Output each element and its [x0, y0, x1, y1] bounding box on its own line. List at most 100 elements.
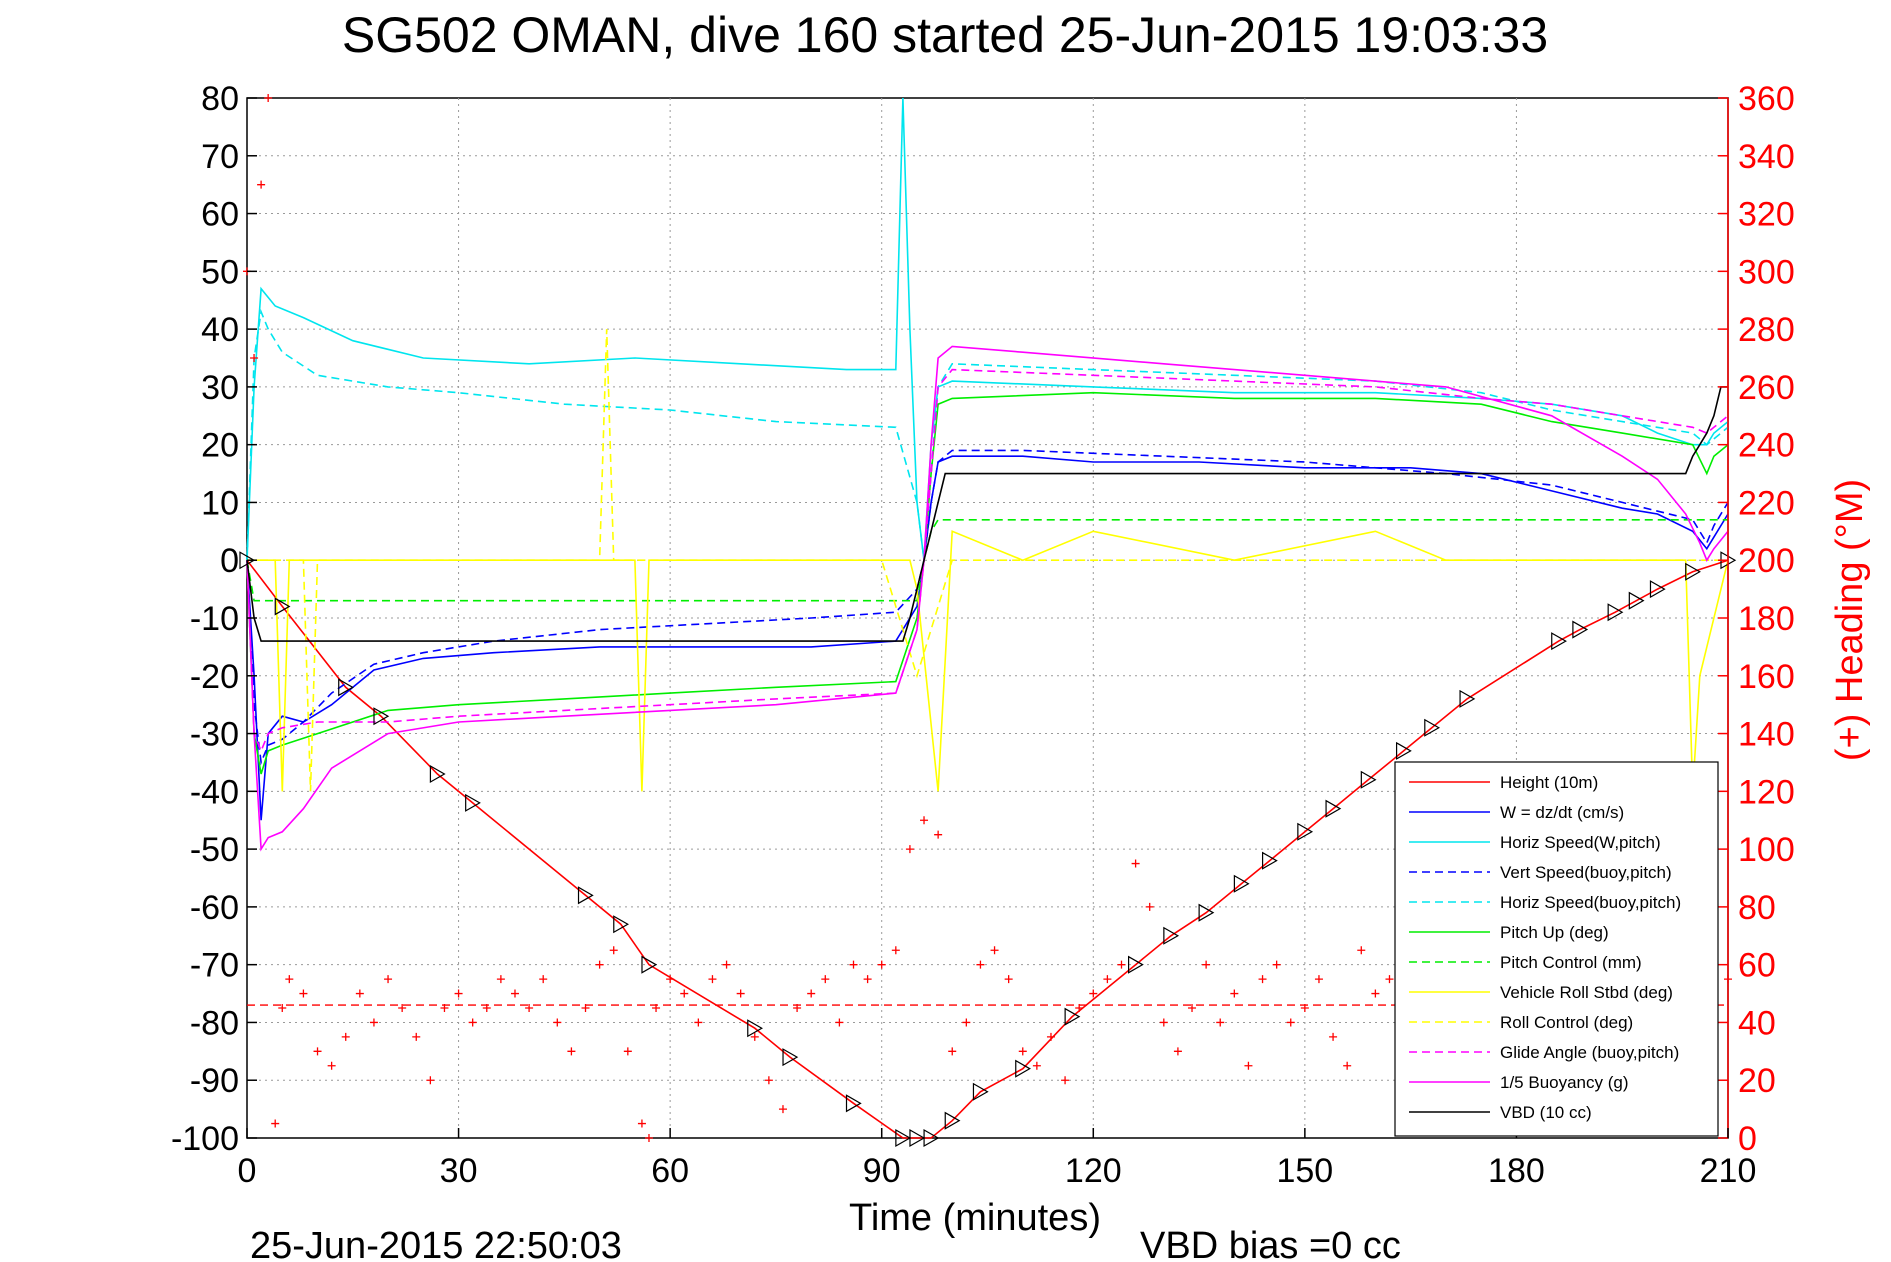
height-marker: [373, 707, 390, 726]
height-marker: [1551, 632, 1567, 651]
height-marker: [909, 1128, 926, 1148]
heading-point: [750, 1032, 759, 1041]
y2-tick-label: 340: [1738, 138, 1795, 176]
heading-point: [1061, 1076, 1070, 1085]
y-axis-left: 80 70 60 50 40 30 20 10 0 -10 -20 -30 -40 -50 -60 -70 -8…: [171, 80, 257, 1158]
series-line: [246, 345, 1729, 852]
height-marker: [1198, 903, 1215, 922]
heading-point: [257, 180, 266, 189]
heading-point: [1046, 1032, 1055, 1041]
heading-point: [539, 975, 548, 984]
x-tick-label: 120: [1065, 1152, 1122, 1190]
heading-point: [278, 1004, 287, 1012]
x-axis: 0 30 60 90 120 150 180 210: [238, 1128, 1757, 1190]
x-axis-label: Time (minutes): [849, 1197, 1101, 1239]
y-tick-label: -90: [190, 1062, 239, 1100]
legend-label: Vehicle Roll Stbd (deg): [1500, 983, 1673, 1002]
heading-point: [722, 960, 731, 969]
heading-point: [652, 1004, 661, 1012]
height-marker: [1395, 741, 1412, 760]
x-tick-label: 180: [1488, 1152, 1545, 1190]
y-axis-right: 3603403203002802602402202001801601401201…: [1718, 80, 1795, 1158]
height-marker: [577, 886, 594, 905]
y-tick-label: -70: [190, 947, 239, 985]
y-tick-label: -50: [190, 831, 239, 869]
series-line: [246, 97, 1729, 561]
heading-point: [454, 989, 463, 998]
height-marker: [782, 1048, 799, 1067]
legend-label: VBD (10 cc): [1500, 1103, 1592, 1122]
marker-layer: [239, 551, 1737, 1148]
heading-point: [680, 989, 689, 998]
heading-point: [250, 354, 259, 362]
height-marker: [1459, 689, 1476, 708]
heading-point: [1371, 989, 1380, 998]
series-line: [247, 329, 1728, 792]
height-marker: [1064, 1007, 1081, 1026]
heading-point: [1145, 902, 1154, 911]
heading-point: [581, 1004, 590, 1012]
height-marker: [1262, 851, 1278, 870]
x-tick-label: 210: [1700, 1152, 1757, 1190]
heading-point: [313, 1047, 322, 1056]
heading-point: [1131, 859, 1140, 868]
heading-point: [778, 1105, 787, 1114]
height-marker: [641, 955, 658, 974]
legend-label: 1/5 Buoyancy (g): [1500, 1073, 1629, 1092]
grid-lines: [247, 98, 1728, 1138]
heading-point: [567, 1047, 576, 1056]
heading-point: [1159, 1018, 1168, 1027]
heading-point: [525, 1004, 534, 1012]
heading-point: [285, 975, 294, 984]
x-tick-label: 90: [863, 1152, 901, 1190]
height-marker: [1607, 603, 1624, 622]
heading-point: [1103, 975, 1112, 984]
y2-axis-label: (+) Heading (°M): [1829, 479, 1871, 761]
heading-point: [1272, 960, 1281, 969]
height-marker: [1128, 955, 1144, 974]
heading-point: [426, 1076, 435, 1085]
heading-point: [1216, 1018, 1225, 1027]
y2-tick-label: 160: [1738, 658, 1795, 696]
height-marker: [1360, 770, 1377, 789]
y-tick-label: 20: [201, 427, 239, 465]
heading-point: [468, 1018, 477, 1027]
heading-point: [990, 946, 999, 955]
heading-point: [299, 989, 308, 998]
heading-point: [1032, 1061, 1041, 1070]
heading-point: [1343, 1061, 1352, 1070]
height-marker: [1424, 718, 1441, 737]
heading-point: [1117, 960, 1126, 969]
heading-point: [962, 1018, 971, 1027]
y-tick-label: 70: [201, 138, 239, 176]
heading-point: [821, 975, 830, 984]
legend-label: Pitch Up (deg): [1500, 923, 1609, 942]
y-tick-label: -40: [190, 773, 239, 811]
height-marker: [465, 793, 481, 812]
heading-point: [1258, 975, 1267, 984]
x-tick-label: 60: [651, 1152, 689, 1190]
heading-point: [849, 960, 858, 969]
y-tick-label: 80: [201, 80, 239, 118]
heading-point: [807, 989, 816, 998]
heading-point: [835, 1018, 844, 1027]
heading-point: [1075, 1004, 1084, 1012]
heading-point: [976, 960, 985, 969]
height-marker: [1233, 874, 1250, 893]
legend-label: W = dz/dt (cm/s): [1500, 803, 1624, 822]
heading-point: [1329, 1032, 1338, 1041]
series-line: [246, 386, 1728, 642]
heading-point: [666, 975, 675, 984]
height-marker: [1572, 620, 1589, 639]
height-marker: [1685, 562, 1701, 581]
y2-tick-label: 320: [1738, 196, 1795, 234]
height-marker: [239, 551, 256, 570]
legend-label: Glide Angle (buoy,pitch): [1500, 1043, 1679, 1062]
heading-point: [1202, 960, 1211, 969]
heading-point: [355, 989, 364, 998]
y2-tick-label: 80: [1738, 889, 1776, 927]
y2-tick-label: 300: [1738, 253, 1795, 291]
y2-tick-label: 260: [1738, 369, 1795, 407]
legend-label: Pitch Control (mm): [1500, 953, 1642, 972]
heading-point: [369, 1018, 378, 1027]
